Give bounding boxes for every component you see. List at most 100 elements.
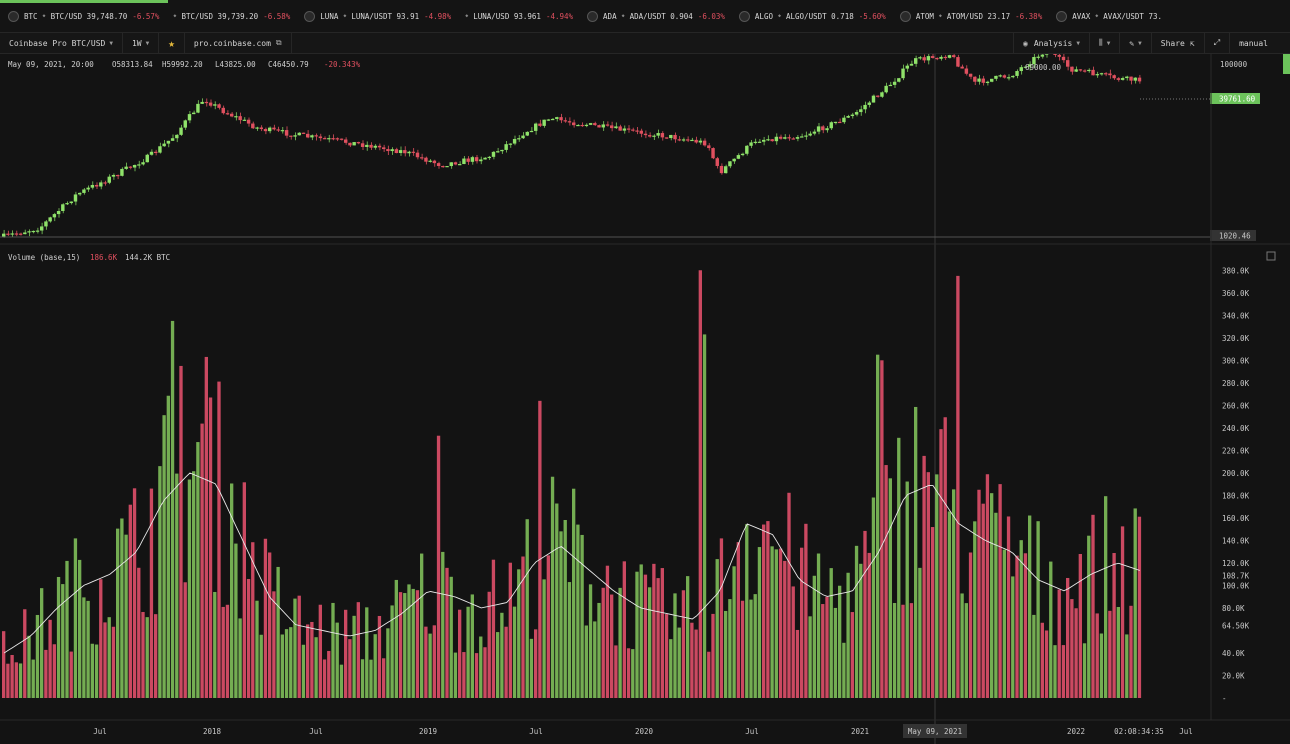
candle — [512, 138, 517, 144]
favorite-button[interactable]: ★ — [159, 33, 185, 53]
candle — [550, 118, 555, 121]
volume-bar — [327, 650, 331, 698]
ticker-price: ATOM/USD 23.17 — [946, 11, 1011, 21]
candle — [183, 120, 187, 128]
volume-bar — [1053, 645, 1057, 698]
fullscreen-button[interactable]: ⤢ — [1205, 33, 1231, 53]
ticker-item[interactable]: AVAX ◆ AVAX/USDT 73. — [1056, 10, 1162, 22]
volume-bar — [677, 627, 681, 698]
candle — [736, 155, 741, 159]
candle — [154, 151, 158, 153]
market-selector[interactable]: Coinbase Pro BTC/USD ▼ — [0, 33, 123, 53]
volume-bar — [382, 658, 386, 698]
ticker-list: BTC ◆ BTC/USD 39,748.70 -6.57% ◆ BTC/USD 39,7… — [8, 10, 1176, 22]
volume-bar — [44, 649, 48, 698]
volume-bar — [208, 397, 213, 698]
candle — [1082, 70, 1087, 72]
volume-bar — [225, 604, 230, 698]
volume-bar — [158, 466, 162, 698]
volume-bar — [234, 543, 238, 698]
ticker-change: -6.03% — [697, 11, 725, 21]
interval-selector[interactable]: 1W ▼ — [123, 33, 160, 53]
ticker-item[interactable]: LUNA ◆ LUNA/USDT 93.91 -4.98% — [304, 10, 451, 22]
candle — [968, 73, 973, 77]
analysis-menu[interactable]: ◉ Analysis ▼ — [1013, 33, 1090, 53]
volume-bar — [1095, 613, 1099, 698]
candle — [162, 143, 166, 147]
ticker-item[interactable]: BTC ◆ BTC/USD 39,748.70 -6.57% — [8, 10, 159, 22]
share-button[interactable]: Share ⇱ — [1152, 33, 1205, 53]
volume-bar — [1015, 555, 1019, 698]
draw-menu[interactable]: ✎ ▼ — [1120, 33, 1152, 53]
candle — [1133, 77, 1137, 81]
volume-tick: 100.0K — [1222, 581, 1250, 590]
candle — [914, 58, 918, 64]
volume-tick: 280.0K — [1222, 379, 1250, 388]
ohlc-low: L43825.00 — [215, 60, 256, 69]
candle — [196, 103, 200, 113]
ticker-item[interactable]: ◆ LUNA/USD 93.961 -4.94% — [465, 11, 573, 22]
candle — [230, 113, 234, 117]
volume-bar — [124, 534, 128, 698]
volume-bar — [1112, 553, 1116, 698]
indicators-menu[interactable]: ⫼ ▼ — [1090, 33, 1121, 53]
volume-bar — [664, 614, 669, 698]
candle — [952, 55, 956, 58]
candle — [648, 135, 652, 137]
volume-bar — [681, 590, 686, 698]
coin-icon — [1056, 10, 1068, 22]
volume-bar — [487, 591, 491, 698]
candle — [892, 81, 897, 85]
volume-bar — [27, 635, 31, 698]
mode-selector[interactable]: manual — [1230, 33, 1290, 53]
share-icon: ⇱ — [1189, 38, 1195, 48]
ticker-item[interactable]: ALGO ◆ ALGO/USDT 0.718 -5.60% — [738, 10, 886, 22]
candle — [179, 127, 183, 135]
ticker-item[interactable]: ◆ BTC/USD 39,739.20 -6.58% — [173, 11, 290, 22]
volume-bar — [850, 612, 854, 698]
candle — [618, 126, 622, 131]
volume-bar — [614, 645, 618, 698]
candle — [766, 139, 770, 141]
candle — [356, 142, 361, 144]
candle — [1129, 76, 1133, 81]
chart-area[interactable]: May 09, 2021, 20:00 O58313.84 H59992.20 … — [0, 54, 1290, 744]
candle — [542, 119, 546, 126]
volume-bar — [6, 663, 10, 698]
volume-bar — [707, 651, 711, 698]
volume-bar — [348, 639, 352, 698]
candle — [605, 124, 610, 126]
candle — [428, 160, 432, 162]
candle — [234, 116, 238, 118]
candle — [850, 114, 855, 117]
candle — [643, 133, 648, 136]
candle — [327, 138, 331, 140]
candle — [398, 150, 403, 154]
candle — [770, 139, 774, 142]
price-pane[interactable]: 69000.00 — [0, 54, 1210, 744]
candle — [1057, 54, 1061, 57]
volume-bar — [360, 659, 365, 698]
volume-bar — [905, 481, 909, 698]
volume-bar — [542, 579, 546, 698]
star-icon: ★ — [168, 36, 175, 50]
url-link[interactable]: pro.coinbase.com ⧉ — [185, 33, 292, 53]
ticker-symbol: BTC — [24, 11, 38, 21]
candle — [930, 56, 935, 58]
candle — [322, 138, 327, 140]
volume-bar — [1137, 516, 1142, 698]
ticker-item[interactable]: ATOM ◆ ATOM/USD 23.17 -6.38% — [899, 10, 1042, 22]
candle — [593, 123, 597, 126]
volume-bar — [1087, 535, 1091, 698]
volume-bar — [318, 604, 322, 698]
volume-bar — [842, 642, 846, 698]
volume-ma-line — [3, 472, 1141, 654]
coin-icon — [899, 10, 911, 22]
candle — [479, 159, 483, 162]
candle — [432, 160, 437, 164]
diamond-icon: ◆ — [777, 13, 781, 19]
volume-pane[interactable] — [2, 270, 1142, 698]
ticker-item[interactable]: ADA ◆ ADA/USDT 0.904 -6.03% — [587, 10, 725, 22]
volume-tick: - — [1222, 694, 1227, 703]
candle — [757, 141, 762, 143]
